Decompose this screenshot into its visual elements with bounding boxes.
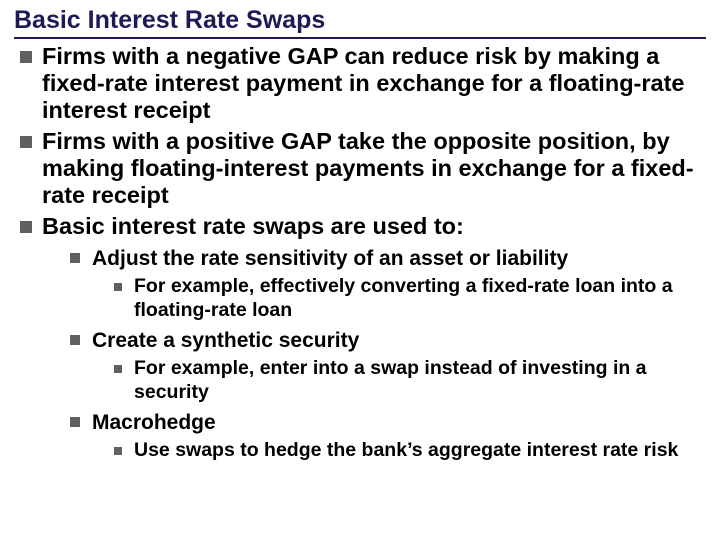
list-item: Use swaps to hedge the bank’s aggregate …: [110, 439, 706, 462]
bullet-list-level-2: Adjust the rate sensitivity of an asset …: [66, 246, 706, 463]
list-item-label: Macrohedge: [92, 411, 216, 434]
list-item: For example, effectively converting a fi…: [110, 275, 706, 322]
bullet-list-level-3: For example, enter into a swap instead o…: [110, 357, 706, 404]
list-item: Macrohedge Use swaps to hedge the bank’s…: [66, 410, 706, 463]
list-item: Firms with a negative GAP can reduce ris…: [14, 43, 706, 124]
bullet-list-level-3: For example, effectively converting a fi…: [110, 275, 706, 322]
slide: Basic Interest Rate Swaps Firms with a n…: [0, 0, 720, 540]
list-item: For example, enter into a swap instead o…: [110, 357, 706, 404]
list-item-label: Create a synthetic security: [92, 329, 359, 352]
list-item: Basic interest rate swaps are used to: A…: [14, 213, 706, 463]
list-item: Adjust the rate sensitivity of an asset …: [66, 246, 706, 322]
list-item: Firms with a positive GAP take the oppos…: [14, 128, 706, 209]
bullet-list-level-1: Firms with a negative GAP can reduce ris…: [14, 43, 706, 463]
list-item-label: Adjust the rate sensitivity of an asset …: [92, 247, 568, 270]
bullet-list-level-3: Use swaps to hedge the bank’s aggregate …: [110, 439, 706, 462]
list-item-label: Basic interest rate swaps are used to:: [42, 213, 464, 239]
list-item: Create a synthetic security For example,…: [66, 328, 706, 404]
slide-title: Basic Interest Rate Swaps: [14, 6, 706, 39]
